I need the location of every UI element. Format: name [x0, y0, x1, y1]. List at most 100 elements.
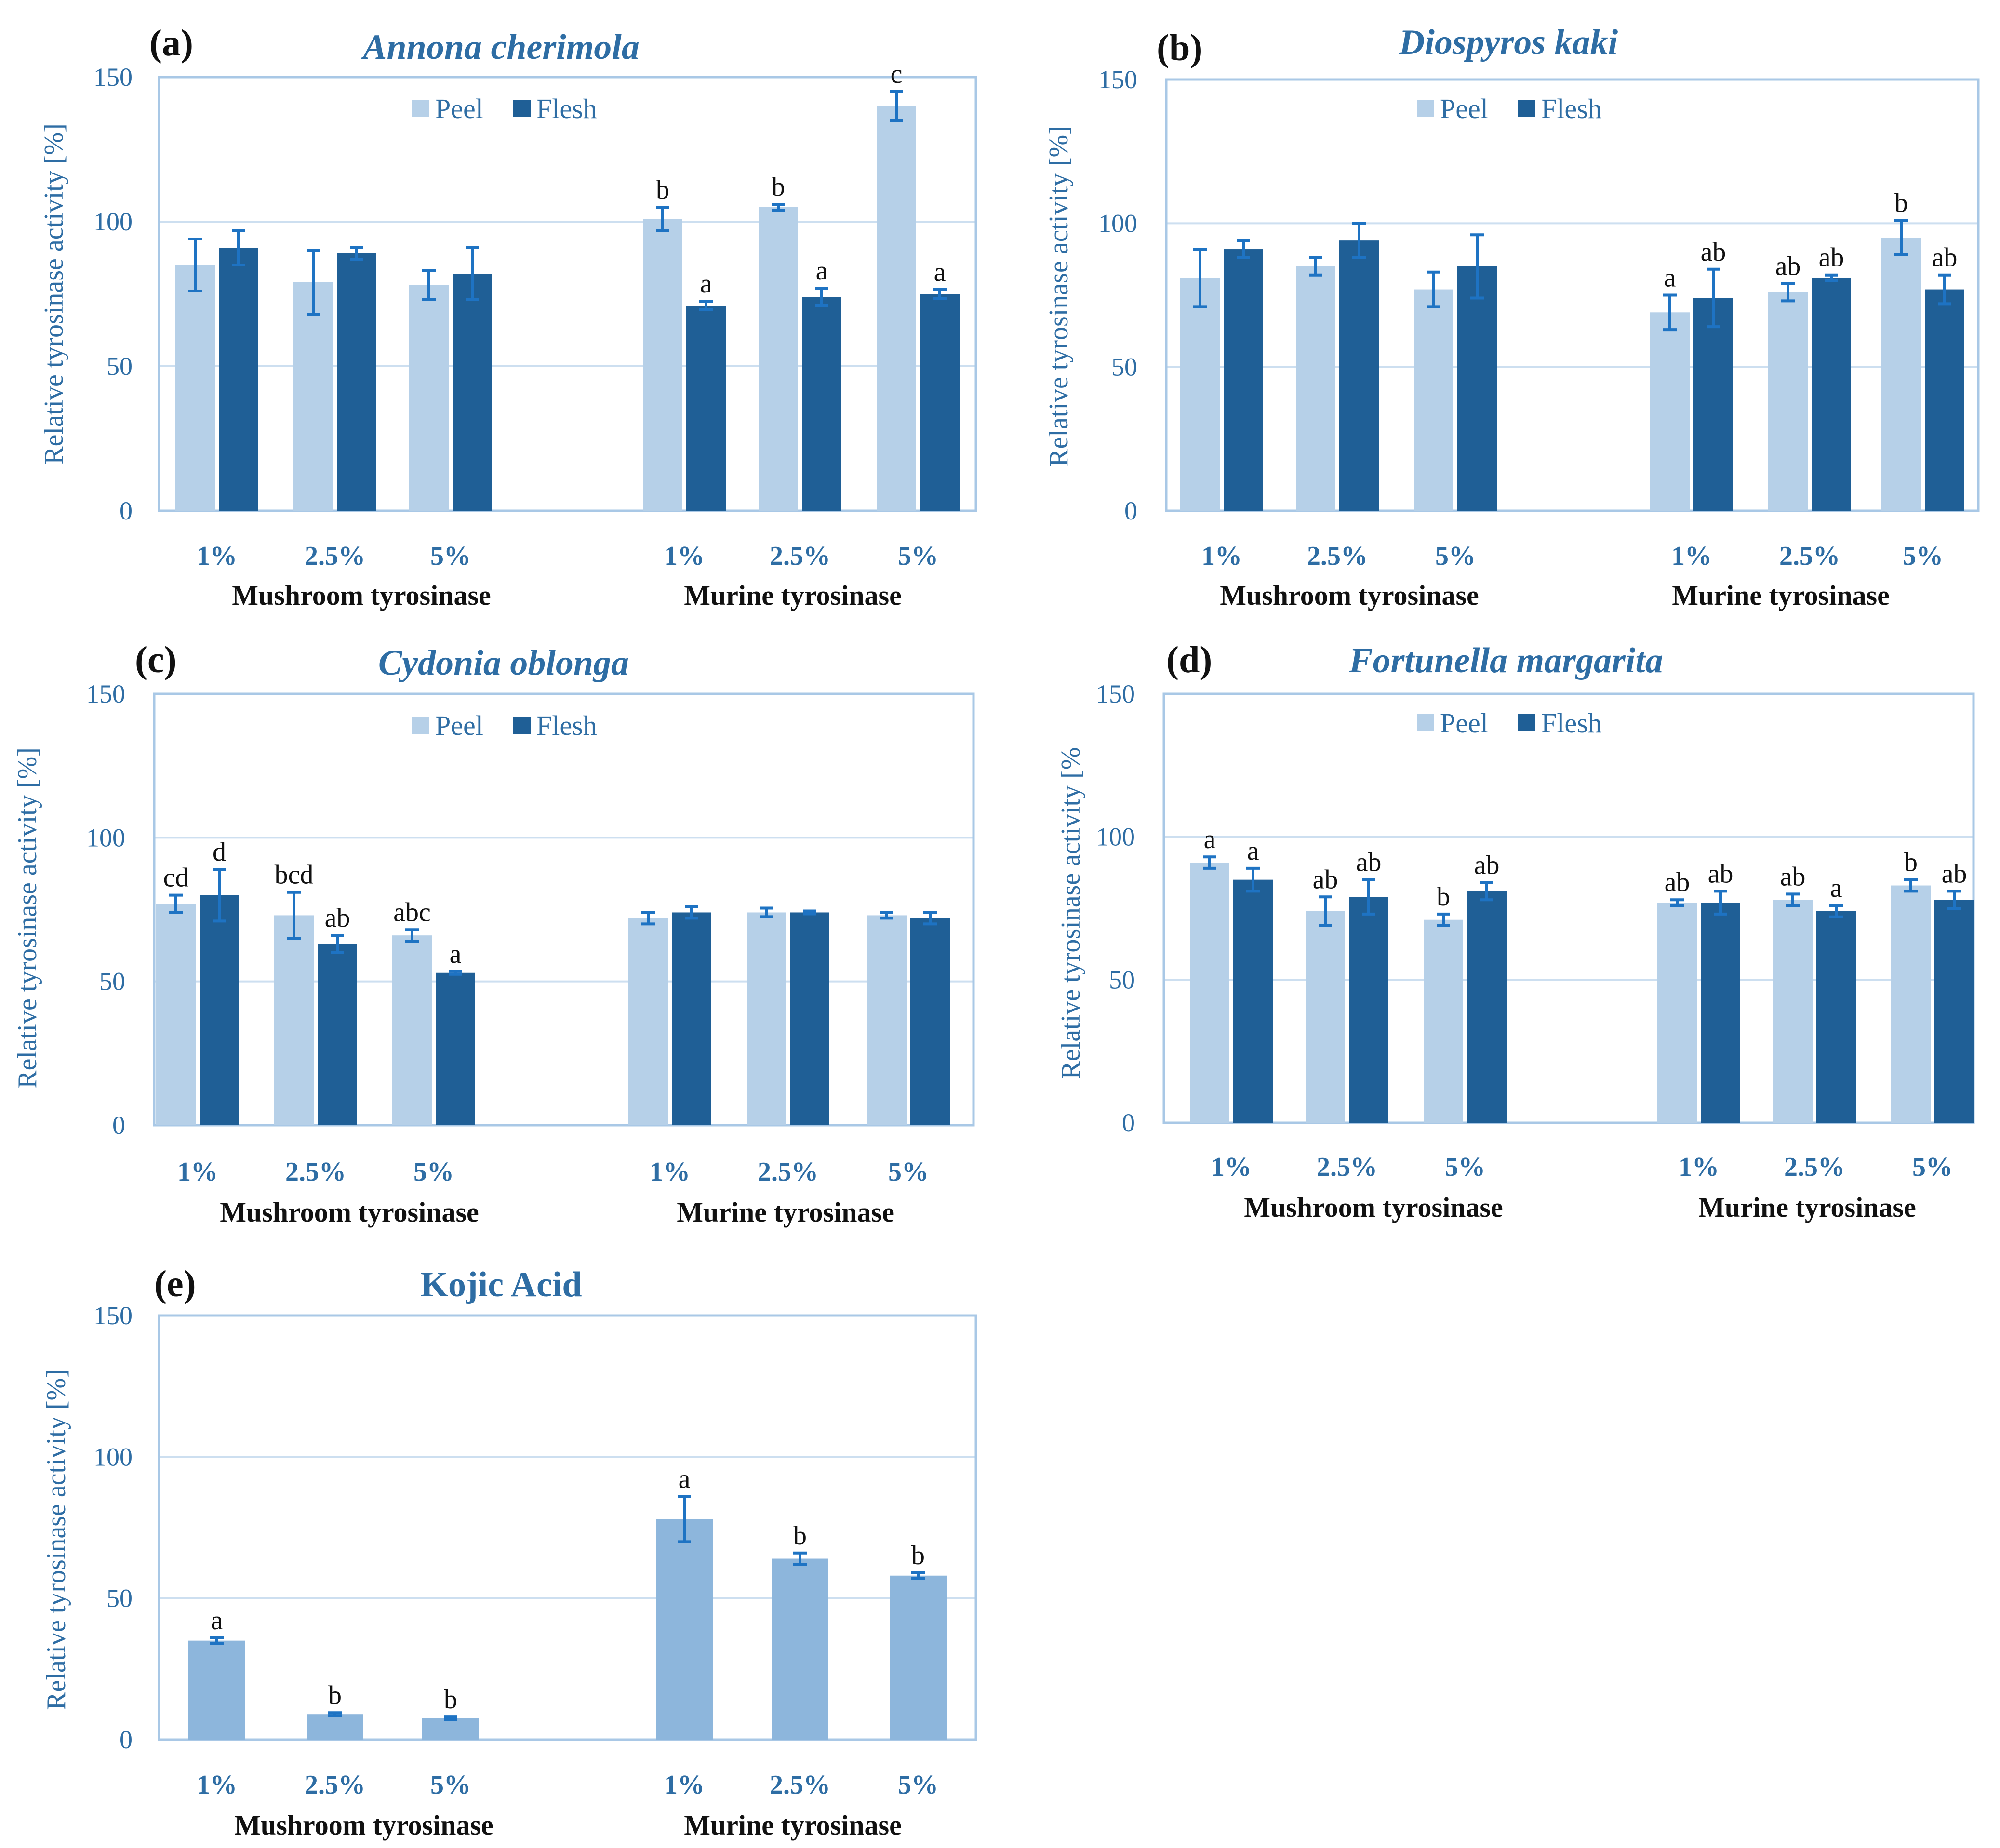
category-label: 1%	[177, 1157, 218, 1187]
significance-label: a	[1204, 824, 1216, 854]
significance-label: a	[934, 257, 946, 287]
bar-peel	[1296, 266, 1335, 511]
bar-flesh	[910, 918, 950, 1125]
y-axis-label: Relative tyrosinase activity [%]	[41, 1369, 71, 1710]
category-label: 1%	[197, 541, 237, 571]
bar-kojic-acid	[656, 1519, 713, 1740]
bar-flesh	[318, 944, 357, 1125]
panel-title: Diospyros kaki	[1399, 23, 1618, 62]
bar-peel	[759, 207, 798, 511]
significance-label: a	[816, 256, 828, 286]
bar-peel	[175, 265, 215, 511]
y-tick-label: 0	[1122, 1108, 1135, 1137]
bar-kojic-acid	[188, 1640, 245, 1740]
legend-label-peel: Peel	[1440, 93, 1488, 124]
significance-label: a	[1664, 263, 1676, 293]
significance-label: b	[1437, 882, 1450, 912]
significance-label: b	[911, 1541, 925, 1570]
bar-peel	[156, 904, 196, 1125]
significance-label: a	[1247, 836, 1259, 866]
y-tick-label: 150	[93, 63, 133, 92]
bar-peel	[1657, 903, 1697, 1123]
y-axis-label: Relative tyrosinase activity [%	[1056, 747, 1086, 1079]
y-tick-label: 50	[1111, 353, 1137, 382]
chart-panel-c: 0 50 100 150 Relative tyrosinase activity [%…	[13, 638, 975, 1228]
bar-flesh	[686, 306, 726, 511]
bar-flesh	[453, 274, 492, 511]
bar-flesh	[1812, 278, 1851, 511]
category-label: 2.5%	[285, 1157, 346, 1187]
bar-peel	[867, 915, 907, 1125]
category-label: 5%	[1445, 1152, 1485, 1182]
category-label: 1%	[664, 541, 705, 571]
panel-title: Annona cherimola	[361, 27, 640, 67]
significance-label: cd	[163, 863, 189, 893]
group-label: Mushroom tyrosinase	[220, 1197, 479, 1228]
category-label: 2.5%	[770, 1770, 830, 1800]
bar-peel	[1881, 238, 1921, 511]
category-label: 5%	[898, 1770, 938, 1800]
category-label: 5%	[888, 1157, 929, 1187]
significance-label: ab	[1701, 237, 1726, 267]
group-label: Murine tyrosinase	[684, 1809, 902, 1841]
y-tick-label: 150	[93, 1301, 133, 1330]
group-label: Mushroom tyrosinase	[1220, 580, 1479, 611]
category-label: 2.5%	[1779, 541, 1840, 571]
y-tick-label: 50	[1109, 965, 1135, 994]
y-tick-label: 0	[1124, 496, 1137, 525]
chart-panel-e: 0 50 100 150 Relative tyrosinase activity [%…	[41, 1263, 977, 1841]
bar-peel	[409, 285, 449, 511]
panel-letter: (b)	[1157, 27, 1202, 68]
legend-swatch-peel	[1417, 100, 1434, 117]
significance-label: a	[1830, 873, 1842, 903]
bar-peel	[747, 912, 786, 1125]
plot-frame	[158, 76, 977, 512]
group-label: Murine tyrosinase	[1698, 1192, 1916, 1223]
y-tick-label: 100	[86, 823, 125, 852]
significance-label: b	[328, 1680, 342, 1710]
significance-label: bcd	[275, 860, 314, 890]
bar-peel	[1773, 900, 1813, 1123]
panel-letter: (c)	[135, 638, 177, 680]
significance-label: ab	[1819, 243, 1844, 273]
category-label: 2.5%	[770, 541, 830, 571]
y-tick-label: 100	[93, 1442, 133, 1471]
bar-peel	[1650, 312, 1690, 511]
category-label: 5%	[413, 1157, 454, 1187]
bar-peel	[877, 106, 916, 511]
bar-flesh	[1934, 900, 1974, 1123]
legend-label-flesh: Flesh	[536, 93, 597, 124]
significance-label: b	[1904, 848, 1918, 877]
category-label: 1%	[650, 1157, 690, 1187]
category-label: 5%	[1903, 541, 1943, 571]
chart-panel-d: 0 50 100 150 Relative tyrosinase activity [%…	[1056, 638, 1975, 1223]
significance-label: b	[1894, 188, 1908, 218]
panel-title: Kojic Acid	[420, 1265, 582, 1304]
bar-peel	[1891, 885, 1931, 1123]
legend-label-flesh: Flesh	[1541, 93, 1602, 124]
legend-label-flesh: Flesh	[536, 710, 597, 741]
bar-peel	[1768, 292, 1808, 511]
bar-flesh	[1457, 266, 1497, 511]
bar-flesh	[672, 912, 711, 1125]
bar-flesh	[1339, 240, 1379, 511]
chart-panel-a: 0 50 100 150 Relative tyrosinase activity [%…	[39, 22, 977, 611]
significance-label: ab	[1708, 859, 1733, 889]
legend-swatch-peel	[412, 717, 429, 734]
y-tick-label: 150	[86, 679, 125, 708]
y-axis-label: Relative tyrosinase activity [%]	[39, 123, 69, 465]
y-tick-label: 100	[1098, 209, 1137, 238]
bar-flesh	[802, 297, 841, 511]
significance-label: ab	[1775, 252, 1801, 281]
bar-peel	[1414, 289, 1453, 511]
category-label: 2.5%	[1307, 541, 1368, 571]
y-tick-label: 50	[107, 352, 133, 381]
category-label: 2.5%	[1317, 1152, 1377, 1182]
significance-label: a	[211, 1606, 223, 1635]
legend-label-peel: Peel	[435, 710, 483, 741]
legend-label-flesh: Flesh	[1541, 707, 1602, 739]
panel-letter: (d)	[1166, 638, 1212, 680]
significance-label: ab	[325, 903, 350, 933]
category-label: 1%	[1201, 541, 1242, 571]
significance-label: ab	[1665, 867, 1690, 897]
